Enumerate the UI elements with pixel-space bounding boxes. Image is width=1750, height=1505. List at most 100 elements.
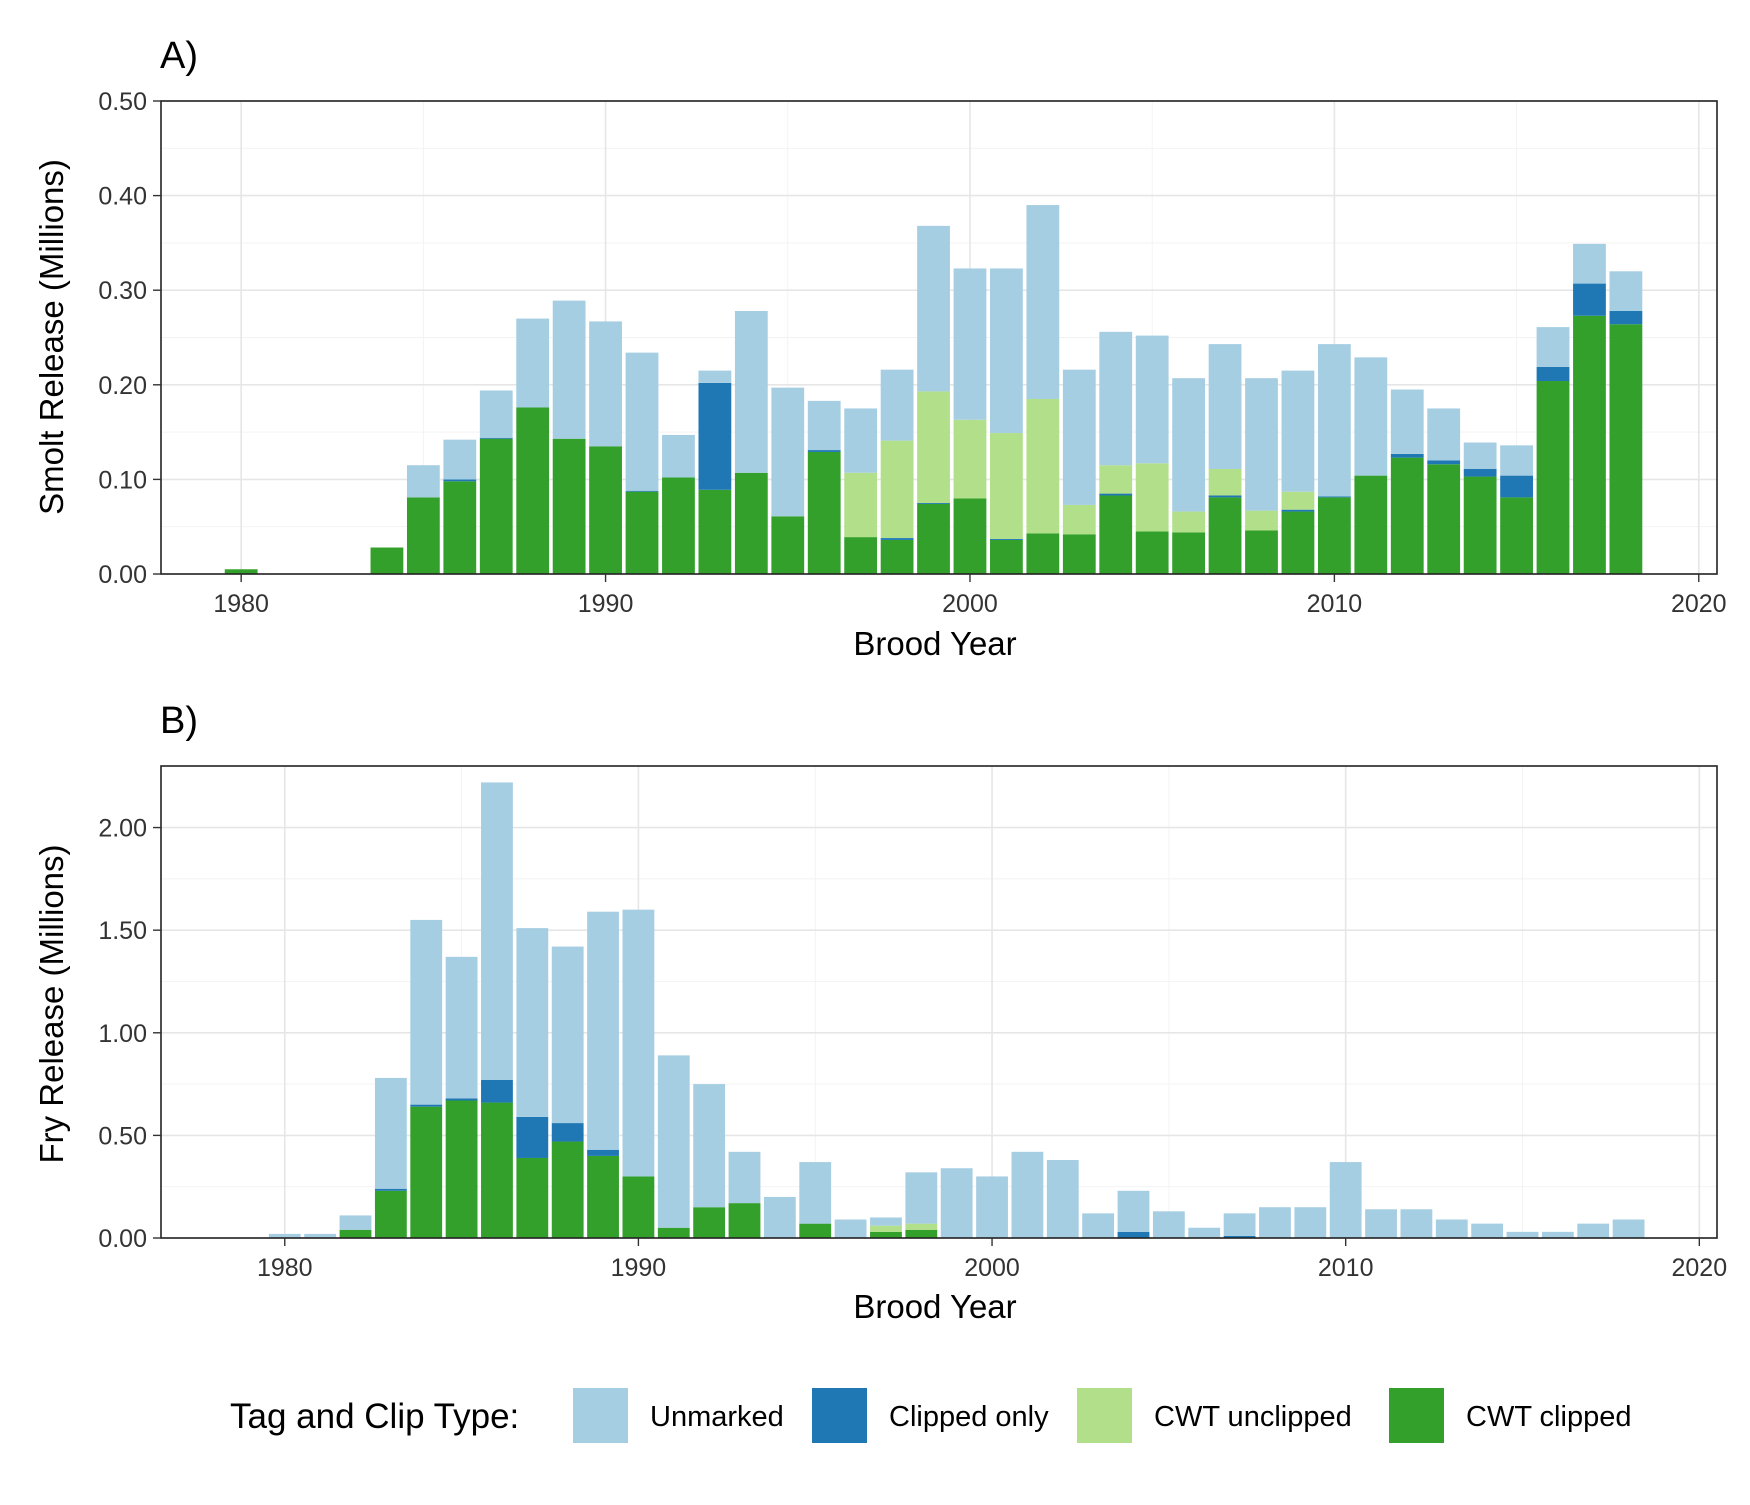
panel-b-bar-1991-cwt-clipped: [657, 1227, 690, 1238]
panel-a-bar-2015-cwt-clipped: [1500, 497, 1533, 574]
panel-b-bar-1984-unmarked: [410, 919, 443, 1105]
panel-a-bar-1988-cwt-clipped: [516, 407, 550, 574]
panel-b-bar-1982-unmarked: [339, 1215, 372, 1230]
panel-b-bar-1995-unmarked: [799, 1162, 832, 1224]
panel-a-bar-2013-unmarked: [1427, 408, 1461, 461]
panel-b-x-axis: 1980 1990 2000 2010 2020: [257, 1238, 1727, 1282]
panel-a-bar-1985-unmarked: [406, 465, 440, 498]
panel-b-y-tick-label: 0.50: [98, 1122, 147, 1150]
panel-b-y-tick-label: 2.00: [98, 815, 147, 843]
panel-b-bar-2002-unmarked: [1046, 1160, 1079, 1238]
panel-a-y-tick-label: 0.50: [98, 88, 147, 116]
legend-swatch-unmarked: [573, 1388, 628, 1443]
panel-a-y-tick-label: 0.00: [98, 561, 147, 589]
panel-b-bar-2009-unmarked: [1294, 1207, 1327, 1238]
panel-a-bar-2002-unmarked: [1026, 205, 1060, 399]
panel-b-bar-2012-unmarked: [1400, 1209, 1433, 1238]
legend-label-clipped-only: Clipped only: [889, 1401, 1049, 1433]
panel-a-bar-1992-cwt-clipped: [662, 477, 695, 574]
panel-a-bar-1990-cwt-clipped: [589, 446, 622, 574]
panel-b-bar-1986-clipped-only: [481, 1079, 513, 1103]
panel-a-bar-1991-cwt-clipped: [625, 491, 659, 574]
panel-b-bar-1981-unmarked: [304, 1233, 337, 1238]
panel-a-bar-1986-cwt-clipped: [443, 481, 477, 574]
panel-a-bar-2010-cwt-clipped: [1317, 497, 1351, 574]
panel-a-bar-2004-cwt-unclipped: [1099, 465, 1133, 494]
panel-a-label: A): [160, 35, 198, 77]
panel-b-bar-1983-cwt-clipped: [374, 1190, 407, 1238]
panel-a-bar-2018-cwt-clipped: [1609, 324, 1643, 574]
panel-b-bar-1996-unmarked: [834, 1219, 867, 1238]
panel-a-bar-1998-cwt-unclipped: [880, 440, 914, 539]
panel-a-bar-2004-cwt-clipped: [1099, 495, 1133, 574]
panel-b-y-tick-label: 1.00: [98, 1020, 147, 1048]
panel-a-bar-2009-unmarked: [1281, 370, 1315, 492]
panel-a-bar-1986-unmarked: [443, 439, 477, 480]
panel-a-bar-2016-clipped-only: [1536, 366, 1570, 382]
panel-a-bar-2001-cwt-clipped: [990, 539, 1023, 574]
panel-b-bar-2011-unmarked: [1365, 1209, 1397, 1238]
panel-b-bar-1988-clipped-only: [551, 1123, 584, 1142]
panel-a-bar-1998-cwt-clipped: [880, 539, 914, 574]
legend-label-cwt-unclipped: CWT unclipped: [1154, 1401, 1352, 1433]
panel-a-bar-2010-clipped-only: [1317, 496, 1351, 498]
panel-b-bar-1980-unmarked: [268, 1233, 301, 1238]
panel-b-bar-2010-unmarked: [1329, 1162, 1362, 1238]
legend-swatch-cwt-unclipped: [1077, 1388, 1132, 1443]
panel-b-fry-release: B) 0.00 0.50 1.00 1.50 2.00 1980 1990 2000 2010…: [33, 700, 1727, 1325]
panel-a-y-axis: 0.00 0.10 0.20 0.30 0.40 0.50: [98, 88, 161, 589]
panel-a-bar-1994-cwt-clipped: [734, 472, 768, 574]
panel-a-bar-2001-cwt-unclipped: [990, 433, 1023, 539]
panel-b-bar-1984-clipped-only: [410, 1104, 443, 1107]
panel-a-bar-1988-unmarked: [516, 318, 550, 408]
panel-a-bar-1989-cwt-clipped: [552, 438, 586, 574]
panel-b-bars: [268, 782, 1645, 1238]
panel-b-bar-2006-unmarked: [1188, 1227, 1221, 1238]
panel-b-bar-1995-cwt-clipped: [799, 1223, 832, 1238]
panel-a-y-axis-title: Smolt Release (Millions): [33, 159, 70, 515]
panel-b-bar-2017-unmarked: [1577, 1223, 1610, 1238]
panel-b-bar-1983-clipped-only: [374, 1188, 407, 1191]
panel-a-bar-2003-cwt-unclipped: [1062, 504, 1096, 535]
panel-b-bar-2000-unmarked: [976, 1176, 1008, 1238]
panel-b-bar-1987-unmarked: [516, 928, 549, 1117]
panel-a-bar-2012-unmarked: [1390, 389, 1424, 454]
panel-a-x-tick-label: 2020: [1671, 590, 1727, 618]
panel-b-bar-1997-unmarked: [870, 1217, 902, 1226]
panel-a-bar-2004-unmarked: [1099, 331, 1133, 466]
panel-a-bar-2001-clipped-only: [990, 538, 1023, 540]
panel-a-bar-2002-cwt-unclipped: [1026, 398, 1060, 534]
panel-a-bar-2018-clipped-only: [1609, 311, 1643, 325]
panel-a-bar-2006-cwt-unclipped: [1172, 511, 1206, 533]
panel-a-y-tick-label: 0.30: [98, 277, 147, 305]
legend-swatch-clipped-only: [812, 1388, 867, 1443]
panel-a-bar-1987-cwt-clipped: [479, 438, 513, 574]
panel-a-bar-2008-unmarked: [1245, 378, 1278, 511]
panel-b-y-axis-title: Fry Release (Millions): [33, 844, 70, 1163]
panel-b-bar-1999-unmarked: [940, 1168, 973, 1238]
legend-label-cwt-clipped: CWT clipped: [1466, 1401, 1631, 1433]
legend-item-cwt-unclipped: CWT unclipped: [1077, 1388, 1352, 1443]
panel-a-bar-1986-clipped-only: [443, 479, 477, 482]
panel-a-bar-2005-cwt-clipped: [1135, 531, 1169, 574]
panel-a-bar-2014-unmarked: [1463, 442, 1497, 469]
panel-a-bar-2016-unmarked: [1536, 327, 1570, 367]
panel-b-bar-1993-unmarked: [728, 1151, 761, 1204]
panel-a-bar-2017-cwt-clipped: [1573, 315, 1606, 574]
panel-a-bar-1980-cwt-clipped: [224, 569, 258, 574]
panel-b-bar-2005-unmarked: [1152, 1211, 1185, 1238]
panel-b-y-axis: 0.00 0.50 1.00 1.50 2.00: [98, 815, 161, 1253]
panel-b-x-tick-label: 2020: [1672, 1254, 1728, 1282]
panel-a-bar-1993-cwt-clipped: [698, 489, 732, 574]
panel-a-bar-2000-unmarked: [953, 268, 987, 420]
panel-b-y-tick-label: 0.00: [98, 1225, 147, 1253]
panel-a-bar-2002-cwt-clipped: [1026, 533, 1060, 574]
panel-b-bar-2007-clipped-only: [1223, 1235, 1256, 1238]
panel-b-bar-1992-unmarked: [693, 1084, 726, 1208]
panel-a-bar-1993-clipped-only: [698, 382, 732, 490]
panel-b-bar-2018-unmarked: [1612, 1219, 1645, 1238]
legend-item-unmarked: Unmarked: [573, 1388, 784, 1443]
panel-a-bar-2016-cwt-clipped: [1536, 381, 1570, 574]
